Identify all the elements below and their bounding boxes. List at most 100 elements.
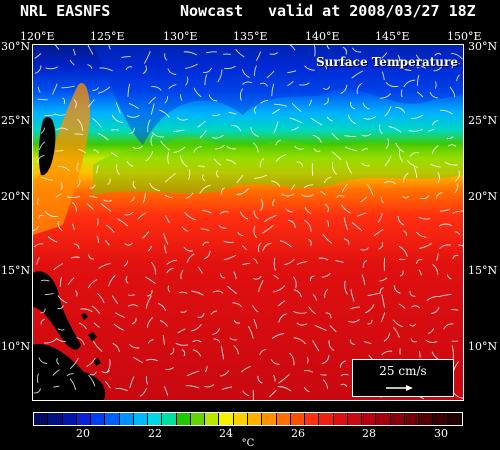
field-label: Surface Temperature <box>315 55 458 69</box>
current-streamline <box>434 81 437 89</box>
current-streamline <box>185 76 189 86</box>
current-streamline <box>44 113 56 117</box>
lat-tick-10-right: 10°N <box>468 340 498 353</box>
current-streamline <box>452 254 459 260</box>
current-streamline <box>55 149 64 152</box>
current-streamline <box>257 375 263 384</box>
current-streamline <box>197 120 206 128</box>
current-streamline <box>74 290 78 297</box>
colorbar-swatch <box>305 413 320 425</box>
current-streamline <box>229 337 238 341</box>
current-streamline <box>451 309 459 311</box>
current-streamline <box>47 236 58 243</box>
valid-time: valid at 2008/03/27 18Z <box>268 2 476 20</box>
current-streamline <box>38 141 46 151</box>
current-streamline <box>451 52 463 60</box>
current-streamline <box>125 66 133 71</box>
current-streamline <box>260 198 264 211</box>
current-streamline <box>97 292 105 304</box>
current-streamline <box>343 217 349 230</box>
current-streamline <box>233 271 237 280</box>
current-streamline <box>381 71 385 81</box>
current-streamline <box>336 194 345 198</box>
current-streamline <box>366 184 374 196</box>
current-streamline <box>395 142 405 153</box>
current-streamline <box>403 79 416 88</box>
current-streamline <box>270 359 280 365</box>
current-streamline <box>233 345 239 355</box>
current-streamline <box>89 371 97 376</box>
current-streamline <box>116 164 120 176</box>
current-streamline <box>272 285 286 293</box>
current-streamline <box>398 150 404 163</box>
current-streamline <box>296 161 304 167</box>
current-streamline <box>363 116 376 120</box>
current-streamline <box>211 113 221 117</box>
current-streamline <box>383 332 391 342</box>
colorbar-unit: °C <box>241 438 255 449</box>
current-streamline <box>92 87 99 91</box>
current-streamline <box>228 111 237 115</box>
current-streamline <box>312 340 320 352</box>
current-vectors <box>33 45 463 400</box>
current-streamline <box>88 374 96 387</box>
current-streamline <box>304 206 312 215</box>
current-streamline <box>396 55 401 64</box>
current-streamline <box>377 213 383 223</box>
current-streamline <box>37 197 39 206</box>
lon-tick-150: 150°E <box>447 30 482 43</box>
current-streamline <box>379 93 392 99</box>
current-streamline <box>322 86 331 90</box>
current-streamline <box>236 188 249 195</box>
warm-current-tongue <box>33 83 90 235</box>
current-streamline <box>77 118 84 132</box>
current-streamline <box>121 56 131 58</box>
current-streamline <box>105 224 115 233</box>
current-streamline <box>384 105 392 117</box>
current-streamline <box>298 82 310 86</box>
current-streamline <box>145 276 156 284</box>
current-streamline <box>404 69 412 72</box>
current-streamline <box>361 148 368 152</box>
colorbar <box>33 412 463 426</box>
current-streamline <box>397 215 405 226</box>
current-streamline <box>33 226 39 231</box>
small-islands <box>81 313 101 366</box>
current-streamline <box>257 242 262 253</box>
colorbar-swatch <box>205 413 220 425</box>
current-streamline <box>40 279 50 282</box>
current-streamline <box>34 243 44 248</box>
current-streamline <box>57 295 68 304</box>
current-streamline <box>175 342 189 346</box>
current-streamline <box>93 149 99 154</box>
current-streamline <box>356 212 366 217</box>
current-streamline <box>93 322 100 328</box>
current-streamline <box>198 266 203 274</box>
current-streamline <box>426 296 440 301</box>
current-streamline <box>438 223 452 227</box>
current-streamline <box>362 102 370 110</box>
current-streamline <box>320 190 326 196</box>
current-streamline <box>304 370 313 373</box>
current-streamline <box>164 53 168 61</box>
current-streamline <box>392 319 403 328</box>
current-streamline <box>275 139 281 146</box>
current-streamline <box>335 259 344 263</box>
current-streamline <box>323 176 332 184</box>
current-streamline <box>150 261 156 275</box>
current-streamline <box>444 161 458 166</box>
current-streamline <box>403 230 407 236</box>
current-streamline <box>164 172 176 183</box>
current-streamline <box>183 246 194 252</box>
current-streamline <box>110 152 118 157</box>
colorbar-swatch <box>404 413 420 425</box>
current-streamline <box>321 272 331 278</box>
current-streamline <box>108 275 116 287</box>
current-streamline <box>380 196 384 204</box>
colorbar-swatch <box>148 413 163 425</box>
current-streamline <box>180 310 188 313</box>
current-streamline <box>184 211 197 221</box>
current-streamline <box>287 70 297 74</box>
current-streamline <box>183 51 198 56</box>
current-streamline <box>409 323 417 327</box>
